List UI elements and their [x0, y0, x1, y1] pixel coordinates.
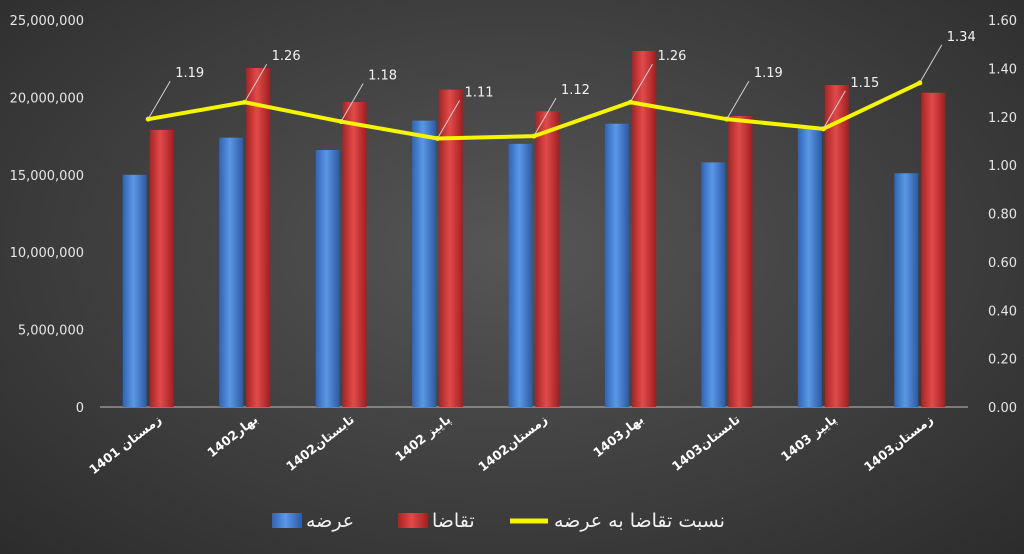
x-category-label: تابستان1403	[669, 412, 743, 474]
y-right-tick-label: 0.80	[988, 208, 1017, 223]
demand-bar	[246, 68, 270, 407]
ratio-point	[242, 100, 247, 105]
y-left-tick-label: 0	[76, 401, 84, 416]
supply-bar	[123, 175, 147, 407]
demand-bar	[921, 93, 945, 407]
ratio-point	[724, 117, 729, 122]
ratio-data-label: 1.11	[465, 86, 494, 101]
supply-bar	[701, 162, 725, 407]
x-category-label: زمستان 1401	[86, 412, 164, 478]
x-category-label: زمستان1403	[861, 412, 936, 475]
demand-bar	[825, 85, 849, 407]
x-category-label: پاییز 1402	[392, 412, 453, 465]
y-left-tick-label: 5,000,000	[18, 324, 84, 339]
ratio-data-label: 1.12	[561, 83, 590, 98]
ratio-point	[821, 126, 826, 131]
y-right-tick-label: 1.20	[988, 111, 1017, 126]
ratio-point	[339, 119, 344, 124]
y-right-tick-label: 0.60	[988, 256, 1017, 271]
y-right-tick-label: 0.00	[988, 401, 1017, 416]
y-right-tick-label: 1.60	[988, 14, 1017, 29]
y-left-tick-label: 20,000,000	[10, 91, 84, 106]
x-category-label: بهار1403	[590, 412, 646, 461]
legend-label-ratio: نسبت تقاضا به عرضه	[554, 510, 725, 532]
y-left-tick-label: 25,000,000	[10, 14, 84, 29]
supply-bar	[219, 138, 243, 407]
demand-bar	[536, 111, 560, 407]
y-right-tick-label: 1.00	[988, 159, 1017, 174]
leader-line	[728, 81, 749, 117]
supply-bar	[605, 124, 629, 407]
ratio-data-label: 1.26	[272, 49, 301, 64]
legend-label-demand: تقاضا	[432, 510, 475, 532]
ratio-data-label: 1.19	[754, 66, 783, 81]
ratio-data-label: 1.18	[368, 69, 397, 84]
y-right-tick-label: 1.40	[988, 62, 1017, 77]
demand-bar	[728, 116, 752, 407]
y-right-tick-label: 0.20	[988, 353, 1017, 368]
y-left-tick-label: 15,000,000	[10, 169, 84, 184]
ratio-point	[628, 100, 633, 105]
ratio-data-label: 1.34	[947, 30, 976, 45]
x-category-label: بهار1402	[204, 412, 260, 461]
y-left-tick-label: 10,000,000	[10, 246, 84, 261]
data-labels-layer: 1.19 1.26 1.18 1.11 1.12 1.26 1.19 1.15 1.34	[149, 30, 976, 137]
ratio-point	[435, 136, 440, 141]
x-category-label: زمستان1402	[475, 412, 550, 475]
legend: عرضه تقاضا نسبت تقاضا به عرضه	[272, 510, 725, 532]
supply-bar	[894, 173, 918, 407]
legend-swatch-supply	[272, 513, 302, 528]
ratio-data-label: 1.15	[850, 76, 879, 91]
legend-swatch-demand	[398, 513, 428, 528]
leader-line	[149, 81, 170, 117]
supply-bar	[798, 127, 822, 407]
supply-bar	[412, 121, 436, 407]
demand-bar	[343, 102, 367, 407]
supply-bar	[509, 144, 533, 407]
ratio-data-label: 1.26	[657, 49, 686, 64]
ratio-point	[917, 80, 922, 85]
demand-bar	[150, 130, 174, 407]
ratio-point	[146, 117, 151, 122]
supply-bar	[316, 150, 340, 407]
ratio-data-label: 1.19	[175, 66, 204, 81]
y-right-tick-label: 0.40	[988, 304, 1017, 319]
leader-line	[921, 45, 942, 81]
legend-label-supply: عرضه	[306, 510, 354, 532]
x-category-label: پاییز 1403	[778, 412, 839, 465]
ratio-point	[532, 134, 537, 139]
x-category-label: تابستان1402	[283, 412, 357, 474]
